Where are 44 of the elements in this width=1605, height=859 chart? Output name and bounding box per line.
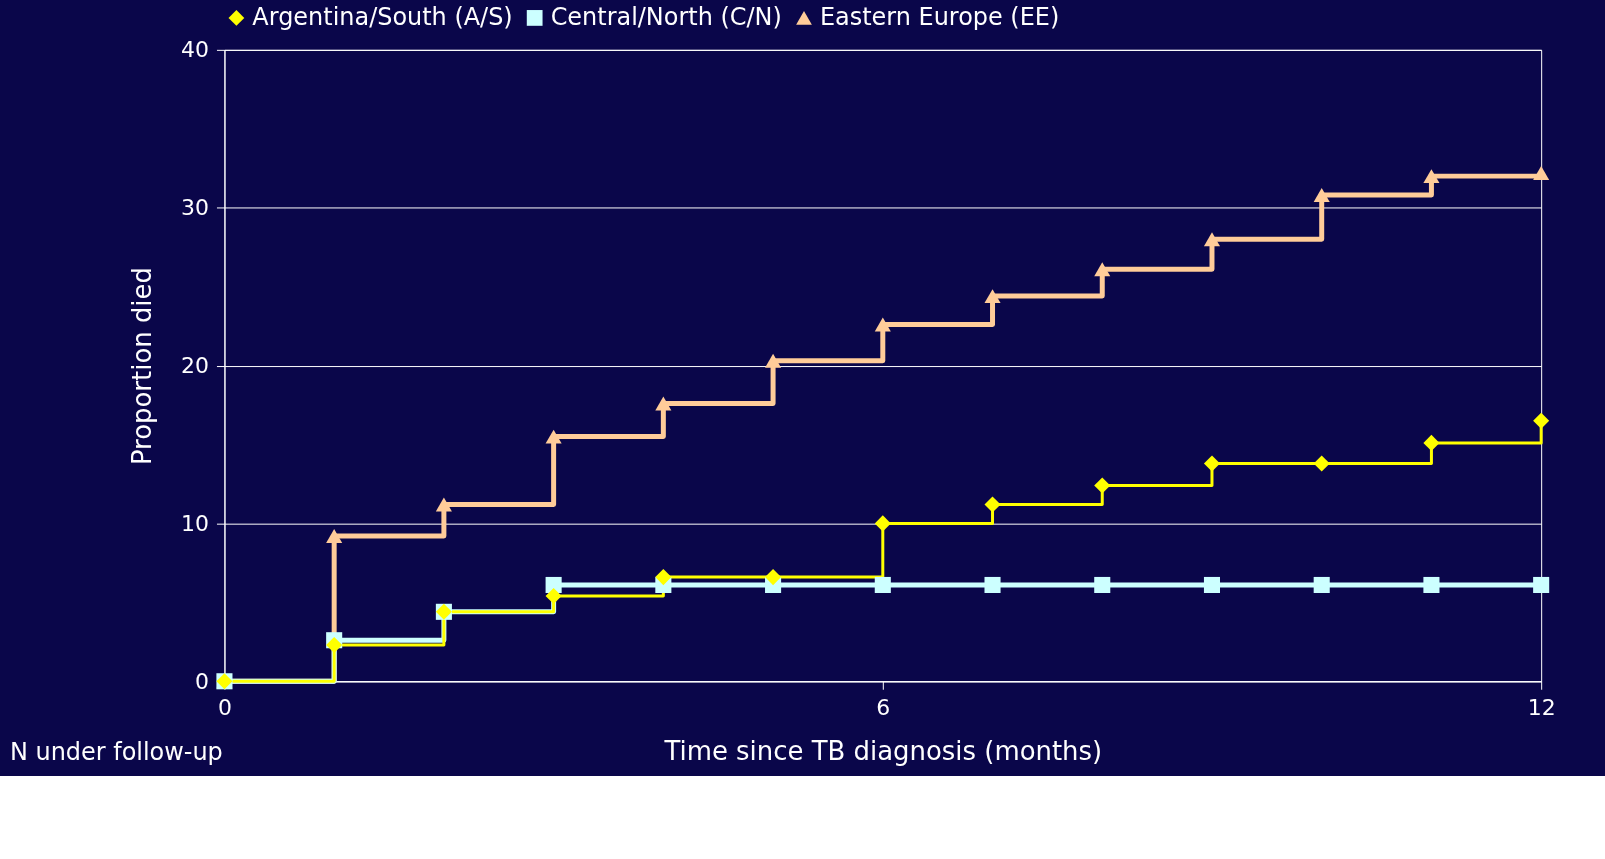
x-axis-title: Time since TB diagnosis (months) [663, 735, 1103, 766]
point [1094, 576, 1111, 594]
y-tick-label: 40 [181, 37, 209, 63]
x-tick-label: 6 [876, 694, 891, 720]
point [1313, 188, 1330, 203]
x-tick-label: 12 [1527, 694, 1556, 720]
point [1203, 232, 1221, 247]
point [1203, 576, 1221, 594]
point [655, 569, 672, 586]
point [1423, 434, 1440, 451]
y-tick-label: 0 [195, 668, 209, 694]
x-tick-label: 0 [217, 694, 232, 720]
point [874, 317, 891, 332]
y-axis-title: Proportion died [127, 267, 158, 466]
point [545, 429, 562, 444]
point [1533, 412, 1550, 429]
legend-label: Eastern Europe (EE) [819, 2, 1060, 31]
point [984, 496, 1001, 513]
point [1313, 455, 1330, 472]
point [1533, 166, 1550, 180]
y-tick-label: 20 [181, 353, 209, 379]
y-tick-label: 10 [181, 510, 209, 536]
point [655, 396, 672, 411]
text: N under follow-up [9, 738, 223, 767]
point [874, 515, 891, 532]
legend-label: Argentina/South (A/S) [252, 2, 513, 31]
y-tick-label: 30 [181, 195, 209, 221]
point [1423, 576, 1440, 594]
point [326, 636, 343, 653]
legend-label: Central/North (C/N) [550, 2, 782, 31]
point [1094, 477, 1111, 494]
point [1313, 576, 1330, 594]
point [1533, 576, 1550, 594]
point [984, 289, 1001, 304]
point [874, 576, 891, 594]
point [326, 529, 343, 544]
point [545, 587, 562, 605]
point [1094, 262, 1111, 277]
point [984, 576, 1001, 594]
point [765, 353, 782, 368]
point [1203, 455, 1221, 472]
point [765, 569, 782, 586]
point [435, 497, 452, 512]
point [1423, 169, 1440, 184]
